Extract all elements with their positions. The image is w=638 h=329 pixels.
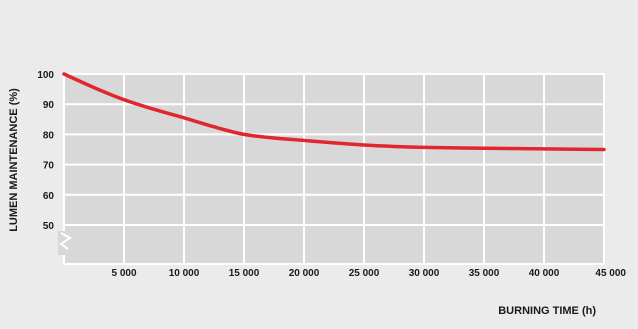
series-layer: [62, 72, 606, 152]
x-tick-label-4: 25 000: [349, 268, 380, 279]
y-tick-label-5: 50: [43, 221, 55, 232]
y-tick-labels: 100 90 80 70 60 50: [37, 70, 54, 232]
x-axis-title: BURNING TIME (h): [498, 305, 596, 317]
x-tick-label-0: 5 000: [111, 268, 136, 279]
plot-area: [64, 74, 604, 264]
x-tick-label-6: 35 000: [469, 268, 500, 279]
x-tick-labels: 5 000 10 000 15 000 20 000 25 000 30 000 35 00…: [111, 268, 626, 279]
x-tick-label-7: 40 000: [529, 268, 560, 279]
y-axis-break: [58, 231, 72, 255]
x-tick-label-2: 15 000: [229, 268, 260, 279]
y-axis-title: LUMEN MAINTENANCE (%): [8, 88, 20, 232]
x-tick-label-8: 45 000: [595, 268, 626, 279]
y-tick-label-3: 70: [43, 161, 55, 172]
y-tick-label-0: 100: [37, 70, 54, 81]
y-tick-label-4: 60: [43, 191, 55, 202]
series-line-0: [62, 72, 606, 152]
x-tick-label-1: 10 000: [169, 268, 200, 279]
x-tick-label-5: 30 000: [409, 268, 440, 279]
y-tick-label-2: 80: [43, 130, 55, 141]
y-tick-label-1: 90: [43, 100, 55, 111]
grid-lines: [63, 73, 605, 265]
x-tick-label-3: 20 000: [289, 268, 320, 279]
